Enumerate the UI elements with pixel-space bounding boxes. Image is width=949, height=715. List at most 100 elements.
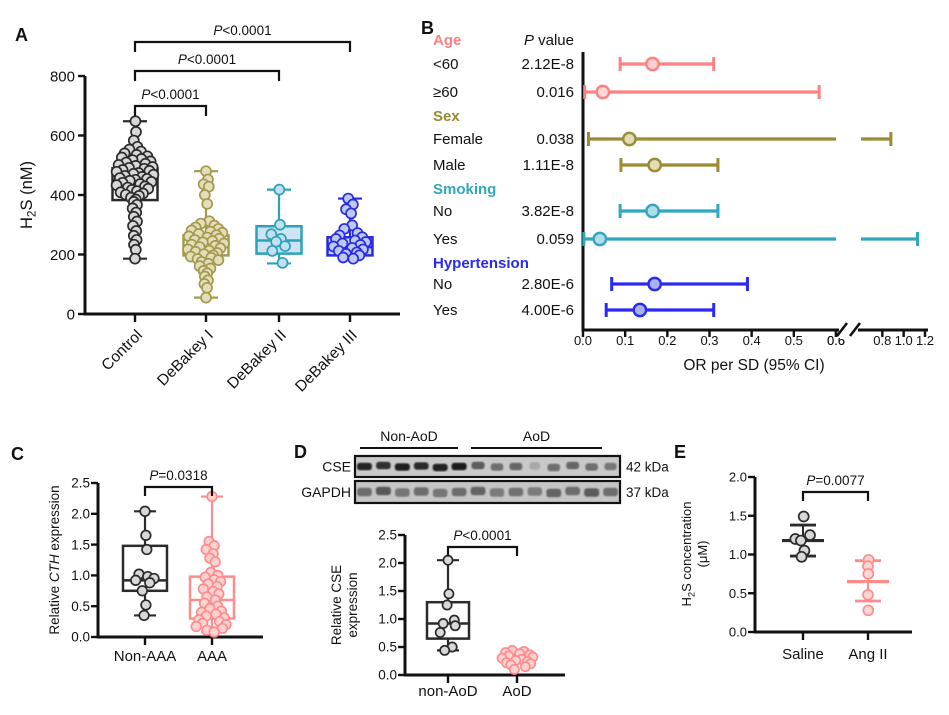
blot-band [529,462,541,470]
row-label: <60 [433,56,458,73]
blot-group-label: AoD [523,428,550,444]
panel-d-chart: 0.0 0.5 1.0 1.5 2.0 2.5 Relative CSE expression… [329,528,565,700]
row-label: No [433,276,452,293]
data-point [347,252,360,265]
x-axis-title: OR per SD (95% CI) [683,357,824,374]
x-tick-label: 0.5 [785,333,803,348]
kda-label: 37 kDa [626,485,669,500]
x-tick-label: 1.2 [916,333,934,348]
blot-band [565,486,581,496]
blot-band [471,461,485,470]
or-point [632,302,648,318]
y-tick-label: 1.0 [378,612,397,627]
sig-bracket [446,545,519,556]
x-category-label: non-AoD [418,683,477,700]
data-point [141,543,153,556]
data-point [140,529,152,542]
data-point [212,254,225,267]
y-tick-label: 200 [50,247,75,264]
row-label: Yes [433,302,457,319]
data-point [443,588,455,600]
blot-band [375,486,391,496]
or-point [645,203,660,219]
data-point [190,620,202,633]
p-value: 0.038 [536,131,574,148]
data-point [437,618,449,629]
y-tick-label: 1.0 [71,568,90,583]
x-category-label: Saline [782,646,824,663]
p-value: 1.11E-8 [523,157,574,174]
x-category-label: DeBakey II [224,327,290,393]
data-point [208,626,220,638]
y-axis-title: Relative CTH expression [47,485,62,634]
panel-label-a: A [15,25,28,45]
sig-bracket [133,104,208,116]
row-label: No [433,203,452,220]
data-point [201,198,214,210]
blot-band [451,462,467,471]
data-point [273,183,286,196]
data-point [201,281,213,294]
x-category-label: AAA [197,648,227,665]
axis-break-slash [848,322,862,337]
data-point [797,510,810,523]
data-point [862,588,874,601]
data-point [274,218,286,231]
data-point [862,568,875,580]
blot-band [356,462,372,471]
y-tick-label: 1.5 [729,508,747,523]
blot-band [509,462,523,471]
y-tick-label: 1.0 [729,547,747,562]
data-point [144,577,156,589]
axis-break-slash [835,322,849,337]
blot-band [376,461,391,470]
p-value-label: P=0.0077 [806,473,864,488]
panel-label-b: B [421,18,434,38]
blot-band [413,487,429,496]
row-label: Yes [433,231,457,248]
y-tick-label: 2.5 [71,476,90,491]
or-point [595,84,611,100]
y-axis-title: (μM) [695,541,710,568]
blot-band [508,487,524,497]
panel-c-chart: 0.0 0.5 1.0 1.5 2.0 2.5 Relative CTH expressio… [47,468,263,665]
blot-band [547,463,561,472]
blot-band [604,462,617,471]
blot-band [603,487,618,497]
p-value-label: P<0.0001 [213,23,271,38]
or-point [621,131,637,147]
y-axis-title: Relative CSE [329,565,344,645]
panel-e-chart: 0.0 0.5 1.0 1.5 2.0 H2S concentration (μM) Sali… [679,470,912,663]
x-category-label: Control [98,327,145,374]
blot-band [546,488,562,498]
x-tick-label: 0.4 [743,333,761,348]
y-tick-label: 2.5 [378,528,397,543]
data-point [441,599,453,611]
x-category-label: Non-AAA [114,648,177,665]
row-label: ≥60 [433,84,458,101]
or-point [645,56,660,72]
blot-band [357,487,372,497]
data-point [140,599,152,611]
sig-bracket [133,40,352,52]
p-value: 2.80E-6 [521,276,574,293]
row-label: Female [433,131,483,148]
x-category-label: Ang II [848,646,887,663]
blot-row-label: GAPDH [301,484,351,500]
p-value: 4.00E-6 [521,302,574,319]
or-point [647,157,663,173]
x-category-label: DeBakey III [292,327,361,396]
y-tick-label: 0 [67,306,75,323]
y-tick-label: 2.0 [71,507,90,522]
blot-band [394,463,410,471]
y-tick-label: 800 [50,68,75,85]
y-axis-title: H2S (nM) [18,161,39,229]
blot-band [527,487,543,496]
y-tick-label: 0.0 [71,630,90,645]
p-value: 0.016 [536,84,574,101]
data-point [266,245,279,257]
y-tick-label: 1.5 [378,584,397,599]
